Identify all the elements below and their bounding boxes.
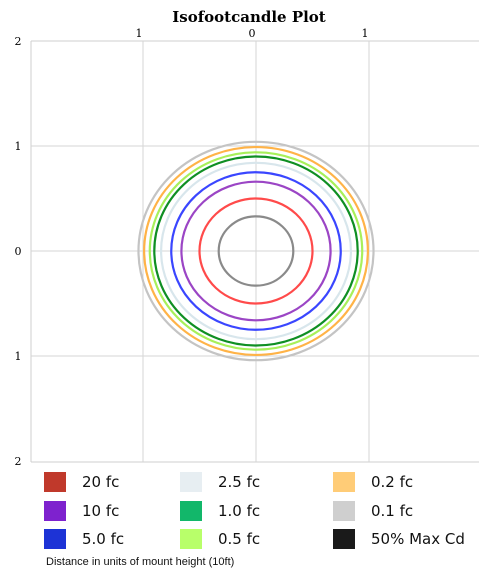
- legend-item-10fc: 10 fc: [44, 500, 119, 522]
- contour-10-fc: [198, 197, 314, 305]
- contour-0-1-fc: [143, 145, 369, 357]
- legend-label: 1.0 fc: [218, 502, 261, 520]
- legend-label: 20 fc: [82, 473, 120, 491]
- legend-item-1fc: 1.0 fc: [180, 500, 260, 522]
- legend-swatch: [44, 472, 66, 492]
- left-tick-label: 2: [15, 35, 22, 48]
- legend-swatch: [44, 501, 66, 521]
- contour-5-0-fc: [180, 180, 332, 322]
- legend-label: 50% Max Cd: [371, 530, 465, 548]
- legend-swatch: [333, 472, 355, 492]
- distance-footnote: Distance in units of mount height (10ft): [46, 556, 235, 568]
- isofootcandle-contours: [137, 140, 375, 362]
- legend-item-20fc: 20 fc: [44, 471, 119, 493]
- contour-2-5-fc: [170, 171, 342, 331]
- left-tick-label: 1: [15, 140, 22, 153]
- top-axis-ticks: 1 0 1: [136, 27, 369, 40]
- legend-item-5fc: 5.0 fc: [44, 528, 124, 550]
- isofootcandle-plot: Isofootcandle Plot 1 0 1 2 1 0 1 2: [15, 8, 479, 468]
- legend-item-0-1fc: 0.1 fc: [333, 500, 413, 522]
- left-tick-label: 0: [15, 245, 22, 258]
- left-tick-label: 2: [15, 455, 22, 468]
- legend-swatch: [180, 472, 202, 492]
- legend-label: 2.5 fc: [218, 473, 261, 491]
- legend: 20 fc 10 fc 5.0 fc 2.5 fc 1.0 fc 0.5 fc …: [44, 471, 479, 553]
- left-tick-label: 1: [15, 350, 22, 363]
- left-axis-ticks: 2 1 0 1 2: [15, 35, 22, 468]
- legend-swatch: [180, 529, 202, 549]
- top-tick-label: 1: [136, 27, 143, 40]
- legend-swatch: [44, 529, 66, 549]
- plot-grid: [30, 40, 479, 463]
- top-tick-label: 1: [362, 27, 369, 40]
- legend-label: 0.5 fc: [218, 530, 261, 548]
- legend-item-2-5fc: 2.5 fc: [180, 471, 260, 493]
- legend-swatch: [180, 501, 202, 521]
- legend-label: 0.1 fc: [371, 502, 414, 520]
- legend-item-50-max-cd: 50% Max Cd: [333, 528, 465, 550]
- legend-label: 10 fc: [82, 502, 120, 520]
- top-tick-label: 0: [249, 27, 256, 40]
- legend-label: 5.0 fc: [82, 530, 125, 548]
- legend-swatch: [333, 501, 355, 521]
- chart-title: Isofootcandle Plot: [172, 8, 326, 26]
- contour-50-max-cd: [137, 140, 375, 362]
- contour-0-2-fc: [148, 151, 364, 351]
- contour-20-fc: [217, 215, 295, 287]
- legend-item-0-2fc: 0.2 fc: [333, 471, 413, 493]
- contour-1-0-fc: [159, 161, 353, 341]
- legend-label: 0.2 fc: [371, 473, 414, 491]
- legend-item-0-5fc: 0.5 fc: [180, 528, 260, 550]
- legend-swatch: [333, 529, 355, 549]
- contour-0-5-fc: [153, 155, 359, 347]
